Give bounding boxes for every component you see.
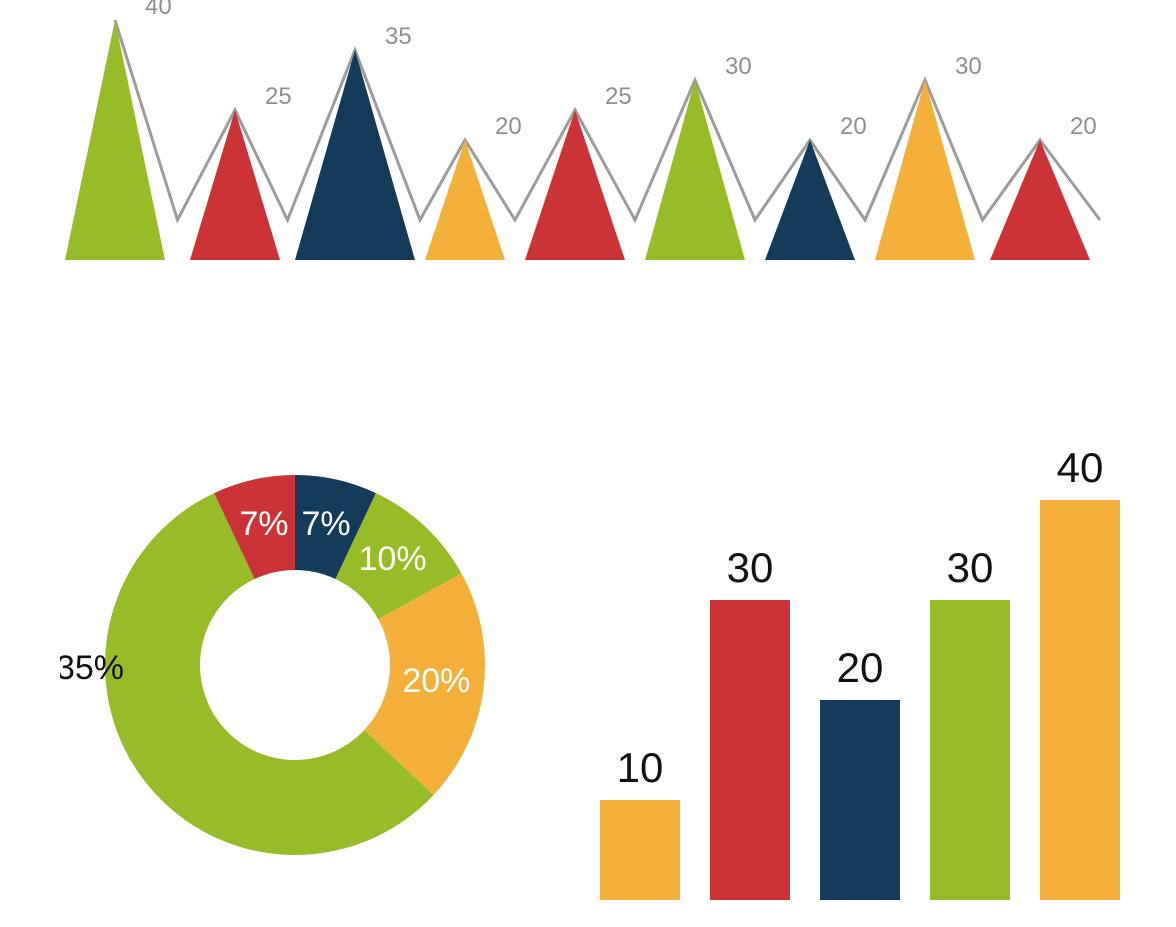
bar bbox=[820, 700, 900, 900]
bar-label: 30 bbox=[727, 544, 774, 591]
bar-label: 20 bbox=[837, 644, 884, 691]
triangle-peak bbox=[425, 140, 505, 260]
peak-label: 30 bbox=[955, 53, 982, 80]
bar-label: 30 bbox=[947, 544, 994, 591]
triangle-peak bbox=[645, 80, 745, 260]
peak-label: 20 bbox=[495, 113, 522, 140]
donut-label: 7% bbox=[239, 505, 288, 543]
triangle-peak bbox=[190, 110, 280, 260]
donut-label: 10% bbox=[359, 540, 427, 578]
peak-label: 20 bbox=[840, 113, 867, 140]
peak-label: 40 bbox=[145, 0, 172, 20]
bar-label: 40 bbox=[1057, 444, 1104, 491]
bar-chart: 10 30 20 30 40 bbox=[590, 430, 1150, 910]
peak-label: 30 bbox=[725, 53, 752, 80]
triangle-peak bbox=[65, 20, 165, 260]
bar bbox=[930, 600, 1010, 900]
bar-label: 10 bbox=[617, 744, 664, 791]
triangle-peak bbox=[765, 140, 855, 260]
donut-label: 35% bbox=[60, 649, 124, 687]
bar bbox=[710, 600, 790, 900]
donut-chart: 7%10%20%35%7% bbox=[60, 430, 530, 900]
triangle-peak bbox=[525, 110, 625, 260]
triangle-peak bbox=[875, 80, 975, 260]
infographic-page: 402535202530203020 7%10%20%35%7% 1030203… bbox=[0, 0, 1176, 927]
bar bbox=[600, 800, 680, 900]
peak-label: 25 bbox=[265, 83, 292, 110]
bar bbox=[1040, 500, 1120, 900]
peak-label: 35 bbox=[385, 23, 412, 50]
triangle-chart: 40 25 35 20 25 30 20 30 20 bbox=[55, 0, 1115, 300]
donut-label: 7% bbox=[302, 505, 351, 543]
triangle-peak bbox=[990, 140, 1090, 260]
donut-label: 20% bbox=[402, 662, 470, 700]
peak-label: 20 bbox=[1070, 113, 1097, 140]
peak-label: 25 bbox=[605, 83, 632, 110]
